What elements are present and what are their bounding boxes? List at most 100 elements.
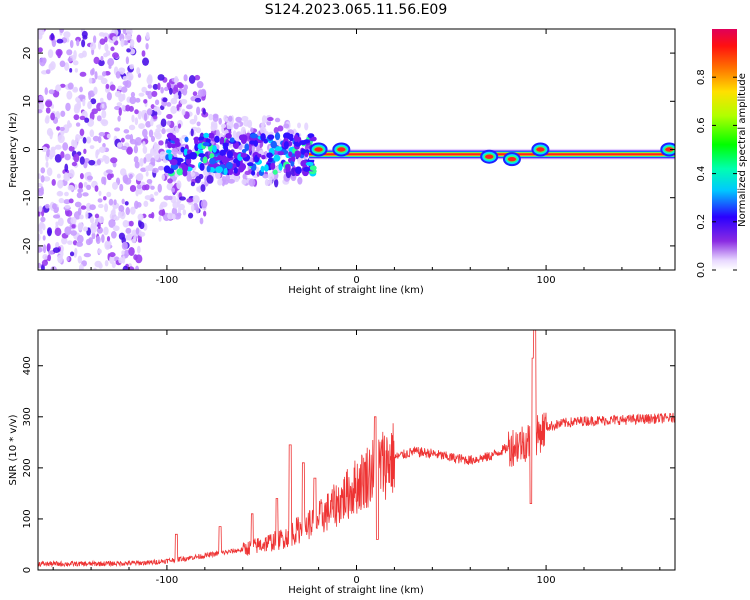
spectrogram-noise-blob xyxy=(51,179,56,186)
spectrogram-noise-blob xyxy=(135,227,140,235)
spectrogram-noise-blob xyxy=(98,131,106,137)
spectrogram-band-blob xyxy=(266,152,273,159)
spectrogram-noise-blob xyxy=(225,173,231,181)
spectrogram-noise-blob xyxy=(128,246,135,256)
spectrogram-noise-blob xyxy=(159,151,167,160)
spectrogram-noise-blob xyxy=(124,81,128,88)
spectrogram-data xyxy=(38,29,675,270)
spectrogram-noise-blob xyxy=(82,226,88,232)
spectrogram-noise-blob xyxy=(40,186,44,195)
colorbar-tick-label: 0.0 xyxy=(696,262,707,278)
spectrogram-noise-blob xyxy=(51,38,57,48)
spectrogram-noise-blob xyxy=(121,241,128,250)
spectrogram-noise-blob xyxy=(137,213,144,221)
spectrogram-noise-blob xyxy=(73,251,77,258)
spectrogram-noise-blob xyxy=(80,205,87,210)
spectrogram-band-blob xyxy=(226,150,234,159)
spectrogram-noise-blob xyxy=(156,124,163,129)
spectrogram-noise-blob xyxy=(43,176,51,182)
spectrogram-noise-blob xyxy=(38,246,43,253)
spectrogram-noise-blob xyxy=(109,84,116,91)
snr-y-tick-label: 400 xyxy=(22,356,33,375)
spectrogram-noise-blob xyxy=(73,114,80,121)
spectrogram-noise-blob xyxy=(183,84,188,91)
spectrogram-noise-blob xyxy=(68,198,74,204)
spectrogram-band-blob xyxy=(216,154,223,161)
spectrogram-noise-blob xyxy=(283,123,290,129)
spectrogram-band-blob xyxy=(270,140,278,149)
spectrogram-noise-blob xyxy=(61,236,68,245)
spectrogram-noise-blob xyxy=(112,162,117,168)
spectrogram-noise-blob xyxy=(150,157,156,166)
spectrogram-noise-blob xyxy=(59,29,65,33)
spectrogram-noise-blob xyxy=(240,126,246,136)
spectrogram-noise-blob xyxy=(38,205,43,213)
spectrogram-noise-blob xyxy=(38,233,41,242)
spectrogram-noise-blob xyxy=(79,86,83,93)
spectrogram-noise-blob xyxy=(79,173,84,180)
spectrogram-noise-blob xyxy=(64,226,72,236)
spectrogram-noise-blob xyxy=(73,153,80,163)
spectrogram-ridge-wiggle xyxy=(507,156,517,162)
spectrogram-noise-blob xyxy=(78,94,86,100)
spectrogram-noise-blob xyxy=(143,99,148,104)
spectrogram-noise-blob xyxy=(130,206,136,215)
spectrogram-noise-blob xyxy=(81,30,88,38)
spectrogram-noise-blob xyxy=(38,102,45,111)
spectrogram-noise-blob xyxy=(57,190,62,196)
spectrogram-noise-blob xyxy=(136,172,144,182)
spectrogram-noise-blob xyxy=(99,97,104,103)
spectrogram-noise-blob xyxy=(57,217,64,227)
colorbar-label: Normalized spectral amplitude xyxy=(737,73,748,227)
spectrogram-noise-blob xyxy=(177,123,182,129)
spectrogram-noise-blob xyxy=(136,34,142,43)
spectrogram-ridge-wiggle xyxy=(665,147,674,152)
spectrogram-noise-blob xyxy=(178,196,186,201)
spectrogram-noise-blob xyxy=(136,67,141,75)
spectrogram-band-blob xyxy=(194,138,199,146)
spectrogram-noise-blob xyxy=(215,129,220,138)
spectrogram-noise-blob xyxy=(160,118,167,128)
spectrogram-band-blob xyxy=(207,132,215,139)
spectrogram-noise-blob xyxy=(101,176,106,185)
spectrogram-noise-blob xyxy=(161,173,165,181)
spectrogram-noise-blob xyxy=(135,189,139,197)
spectrogram-band-blob xyxy=(264,164,269,172)
spectrogram-noise-blob xyxy=(76,100,81,109)
spectrogram-noise-blob xyxy=(124,34,132,41)
spectrogram-noise-blob xyxy=(269,178,273,186)
colorbar-tick-label: 0.8 xyxy=(696,69,707,85)
spectrogram-noise-blob xyxy=(112,225,120,232)
spectrogram-noise-blob xyxy=(86,175,93,181)
spectrogram-noise-blob xyxy=(44,203,50,209)
spectrogram-noise-blob xyxy=(186,198,194,203)
spectrogram-noise-blob xyxy=(173,84,179,92)
spectrogram-noise-blob xyxy=(241,178,247,185)
spectrogram-noise-blob xyxy=(144,195,152,200)
spectrogram-band-blob xyxy=(236,160,241,168)
spectrogram-band-blob xyxy=(299,140,307,146)
snr-y-tick-label: 0 xyxy=(22,567,33,573)
spectrogram-noise-blob xyxy=(45,107,51,114)
spectrogram-noise-blob xyxy=(113,216,120,221)
spectrogram-band-blob xyxy=(189,153,197,160)
spectrogram-noise-blob xyxy=(185,104,193,110)
spectrogram-noise-blob xyxy=(208,113,214,121)
spectrogram-noise-blob xyxy=(148,213,154,219)
spectrogram-noise-blob xyxy=(267,117,274,122)
spectrogram-noise-blob xyxy=(108,219,116,228)
spectrogram-band-blob xyxy=(278,163,283,171)
spectrogram-noise-blob xyxy=(60,129,65,136)
spectrogram-noise-blob xyxy=(38,173,41,180)
spectrogram-noise-blob xyxy=(151,167,159,174)
spectrogram-noise-blob xyxy=(117,142,123,148)
spectrogram-noise-blob xyxy=(145,90,150,96)
spectrogram-noise-blob xyxy=(146,178,153,184)
spectrogram-noise-blob xyxy=(149,118,154,127)
spectrogram-band-blob xyxy=(293,134,299,143)
spectrogram-noise-blob xyxy=(181,108,186,116)
spectrogram-noise-blob xyxy=(148,129,154,138)
spectrogram-noise-blob xyxy=(89,145,95,150)
spectrogram-noise-blob xyxy=(131,114,135,123)
